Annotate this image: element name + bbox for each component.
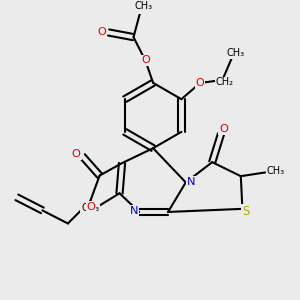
Text: O: O (98, 27, 106, 37)
Text: CH₃: CH₃ (81, 202, 99, 213)
Text: O: O (141, 56, 150, 65)
Text: N: N (187, 177, 195, 187)
Text: N: N (130, 206, 138, 216)
Text: O: O (86, 202, 95, 212)
Text: CH₂: CH₂ (216, 77, 234, 87)
Text: CH₃: CH₃ (267, 166, 285, 176)
Text: CH₃: CH₃ (134, 1, 152, 11)
Text: O: O (219, 124, 228, 134)
Text: S: S (242, 205, 250, 218)
Text: CH₃: CH₃ (226, 48, 244, 58)
Text: O: O (72, 149, 81, 159)
Text: O: O (196, 78, 204, 88)
